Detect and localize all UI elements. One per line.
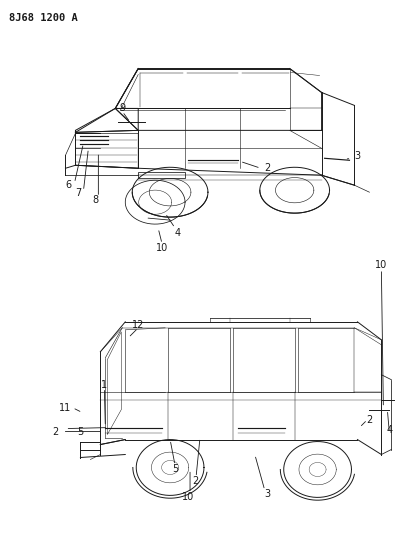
Text: 9: 9	[119, 103, 126, 114]
Text: 4: 4	[175, 228, 181, 238]
Text: 5: 5	[172, 464, 178, 474]
Text: 8J68 1200 A: 8J68 1200 A	[9, 13, 77, 23]
Text: 2: 2	[366, 415, 373, 425]
Text: 2: 2	[192, 477, 198, 487]
Text: 5: 5	[77, 426, 83, 437]
Text: 2: 2	[265, 163, 271, 173]
Text: 1: 1	[101, 379, 107, 390]
Text: 7: 7	[75, 188, 81, 198]
Text: 3: 3	[354, 151, 360, 161]
Text: 6: 6	[65, 180, 71, 190]
Text: 10: 10	[156, 243, 168, 253]
Text: 8: 8	[92, 195, 98, 205]
Text: 4: 4	[386, 425, 393, 434]
Text: 12: 12	[132, 320, 144, 330]
Text: 11: 11	[59, 402, 72, 413]
Text: 10: 10	[182, 492, 194, 503]
Text: 2: 2	[53, 426, 59, 437]
Text: 3: 3	[265, 489, 271, 499]
Text: 10: 10	[375, 260, 387, 270]
